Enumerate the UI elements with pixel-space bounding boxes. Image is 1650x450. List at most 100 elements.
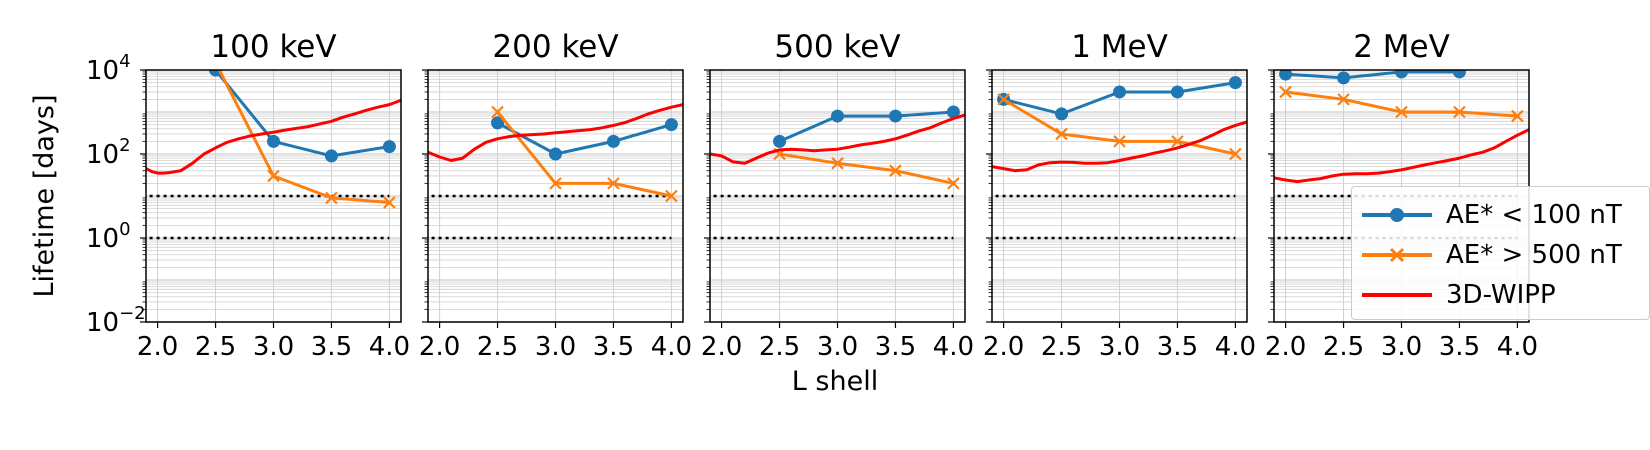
data-point-circle: [382, 140, 396, 154]
data-point-x: [491, 105, 504, 119]
x-tick-label: 3.0: [535, 332, 576, 362]
x-tick-label: 2.0: [137, 332, 178, 362]
legend-entry-quiet: AE* < 100 nT: [1362, 195, 1622, 235]
x-tick-label: 3.5: [1157, 332, 1198, 362]
series-line: [1285, 70, 1460, 80]
x-tick-label: 2.5: [1041, 332, 1082, 362]
data-point-x: [665, 189, 678, 203]
marker-stroke: [1279, 85, 1292, 99]
series-line: [710, 113, 965, 165]
series-line: [992, 120, 1247, 173]
data-point-circle: [946, 105, 960, 119]
x-tick-label: 2.0: [701, 332, 742, 362]
data-point-circle: [888, 109, 902, 123]
data-point-circle: [1170, 85, 1184, 99]
marker-stroke: [1453, 105, 1466, 119]
x-tick-label: 4.0: [651, 332, 692, 362]
series-line: [779, 152, 954, 185]
x-tick-label: 3.0: [253, 332, 294, 362]
marker-stroke: [549, 177, 562, 190]
marker-stroke: [383, 196, 396, 209]
data-point-x: [325, 191, 338, 205]
data-point-x: [889, 164, 902, 177]
data-point-circle: [606, 134, 620, 148]
y-tick-label: 100: [86, 219, 131, 254]
legend-label-active: AE* > 500 nT: [1446, 240, 1622, 270]
marker-stroke: [325, 191, 338, 205]
data-point-x: [831, 157, 844, 170]
data-point-x: [1171, 135, 1184, 148]
x-tick-label: 2.0: [419, 332, 460, 362]
panel-3: 2.0 2.5 3.0 3.5 4.0 1 MeV: [983, 29, 1256, 362]
x-tick-label: 2.5: [759, 332, 800, 362]
series-line: [778, 110, 954, 143]
x-tick-label: 3.5: [1439, 332, 1480, 362]
data-point-circle: [1113, 85, 1126, 99]
series-group: [992, 76, 1247, 173]
data-point-circle: [831, 109, 844, 123]
data-point-circle: [1395, 70, 1408, 79]
data-point-circle: [1055, 107, 1069, 121]
legend-swatch-x-line: [1362, 247, 1432, 263]
marker-stroke: [267, 169, 280, 183]
data-point-x: [1229, 147, 1242, 161]
marker-stroke: [1395, 105, 1408, 119]
data-point-x: [1055, 127, 1068, 141]
data-point-circle: [491, 116, 505, 130]
x-tick-label: 4.0: [933, 332, 974, 362]
legend-entry-active: AE* > 500 nT: [1362, 235, 1622, 275]
x-tick-label: 2.0: [983, 332, 1024, 362]
marker-stroke: [889, 164, 902, 177]
marker-stroke: [665, 189, 678, 203]
data-point-x: [1395, 105, 1408, 119]
y-tick-label: 10−2: [86, 303, 146, 338]
x-tick-label: 4.0: [1497, 332, 1538, 362]
x-tick-label: 3.5: [593, 332, 634, 362]
series-line: [214, 70, 390, 158]
y-tick-label: 102: [86, 135, 131, 170]
marker-stroke: [947, 177, 960, 190]
series-line: [428, 103, 683, 162]
panel-2: 2.0 2.5 3.0 3.5 4.0 500 keV: [701, 29, 974, 362]
panel-title: 500 keV: [774, 29, 900, 65]
series-group: [1274, 70, 1529, 184]
data-point-x: [383, 196, 396, 209]
x-tick-label: 2.5: [477, 332, 518, 362]
marker-stroke: [1055, 127, 1068, 141]
panel-title: 100 keV: [210, 29, 336, 65]
y-tick-label: 104: [86, 51, 131, 86]
y-axis-label: Lifetime [days]: [29, 94, 60, 297]
series-line: [496, 111, 672, 198]
x-tick-label: 3.0: [1381, 332, 1422, 362]
x-tick-label: 2.5: [1323, 332, 1364, 362]
data-point-x: [947, 177, 960, 190]
data-point-circle: [1279, 70, 1293, 81]
data-point-circle: [1337, 71, 1351, 85]
marker-stroke: [997, 93, 1010, 106]
marker-stroke: [831, 157, 844, 170]
legend-label-quiet: AE* < 100 nT: [1446, 200, 1622, 230]
marker-stroke: [1337, 93, 1350, 106]
x-tick-label: 3.5: [875, 332, 916, 362]
panel-title: 2 MeV: [1353, 29, 1450, 65]
data-point-x: [267, 169, 280, 183]
legend-entry-model: 3D-WIPP: [1362, 275, 1556, 315]
marker-stroke: [607, 177, 620, 190]
panel-0: 2.0 2.5 3.0 3.5 4.0 100 keV 10−2 100 102 104: [86, 29, 410, 362]
legend-swatch-circle-line: [1362, 208, 1432, 222]
data-point-circle: [1452, 70, 1466, 79]
data-point-x: [1113, 135, 1126, 148]
series-group: [146, 70, 401, 209]
series-group: [428, 103, 683, 203]
x-tick-label: 4.0: [1215, 332, 1256, 362]
x-tick-label: 3.0: [1099, 332, 1140, 362]
legend-label-model: 3D-WIPP: [1446, 280, 1556, 310]
marker-stroke: [1229, 147, 1242, 161]
marker-stroke: [1113, 135, 1126, 148]
x-tick-label: 3.5: [311, 332, 352, 362]
series-line: [496, 121, 672, 156]
data-point-x: [997, 93, 1010, 106]
data-point-x: [1337, 93, 1350, 106]
marker-stroke: [1171, 135, 1184, 148]
legend: AE* < 100 nT AE* > 500 nT 3D-WIPP: [1351, 186, 1650, 320]
